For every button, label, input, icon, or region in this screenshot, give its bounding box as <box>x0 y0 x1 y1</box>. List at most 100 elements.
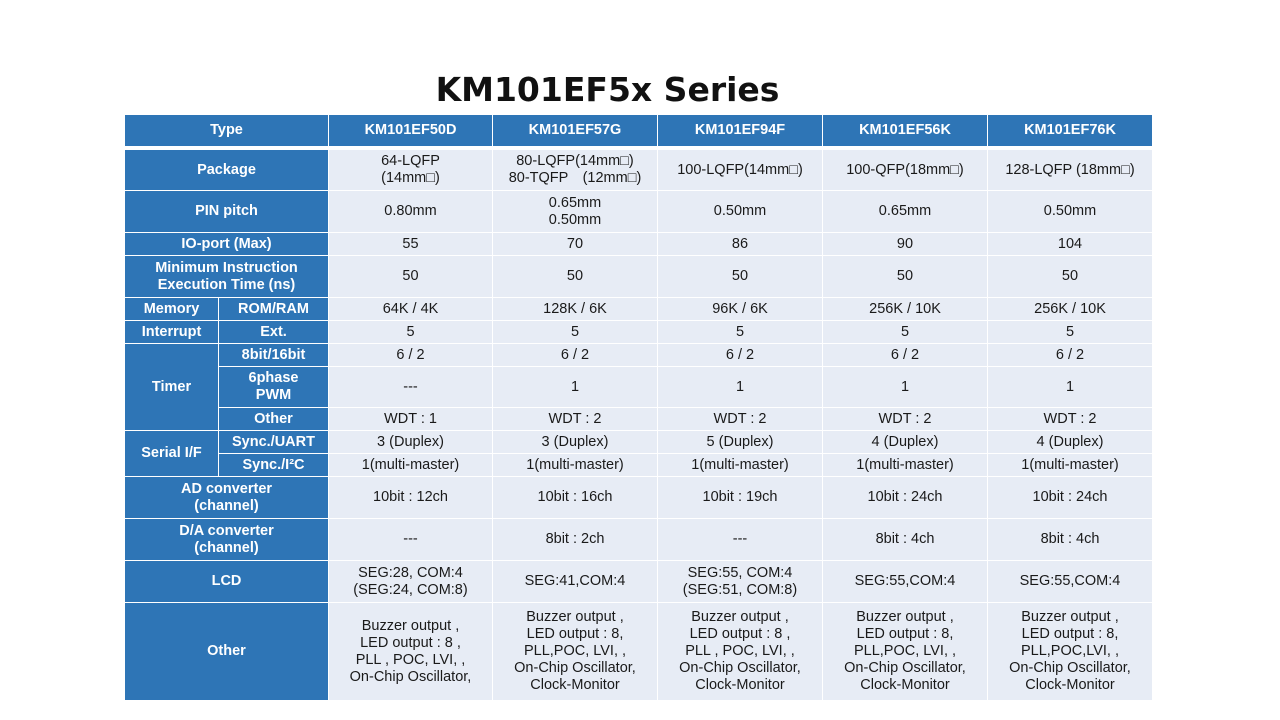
row-memory: Memory ROM/RAM 64K / 4K 128K / 6K 96K / … <box>124 297 1153 321</box>
cell: 50 <box>328 255 493 298</box>
row-label: LCD <box>124 560 329 603</box>
row-ad-converter: AD converter (channel) 10bit : 12ch 10bit… <box>124 476 1153 519</box>
cell: 50 <box>822 255 988 298</box>
cell: 104 <box>987 232 1153 256</box>
cell: 50 <box>492 255 658 298</box>
cell: 3 (Duplex) <box>492 430 658 454</box>
cell: 8bit : 2ch <box>492 518 658 561</box>
cell: Buzzer output , LED output : 8 , PLL , POC… <box>328 602 493 701</box>
cell: 6 / 2 <box>328 343 493 367</box>
cell: 1(multi-master) <box>987 453 1153 477</box>
cell: 0.65mm 0.50mm <box>492 190 658 233</box>
cell: WDT : 2 <box>822 407 988 431</box>
row-label: 6phase PWM <box>218 366 329 408</box>
cell: WDT : 2 <box>657 407 823 431</box>
cell: 90 <box>822 232 988 256</box>
cell: 100-LQFP(14mm□) <box>657 149 823 191</box>
cell: 1(multi-master) <box>492 453 658 477</box>
row-da-converter: D/A converter (channel) --- 8bit : 2ch --… <box>124 518 1153 561</box>
cell: 70 <box>492 232 658 256</box>
row-label: Sync./I²C <box>218 453 329 477</box>
cell: 6 / 2 <box>492 343 658 367</box>
cell: 128-LQFP (18mm□) <box>987 149 1153 191</box>
cell: 50 <box>657 255 823 298</box>
header-model: KM101EF94F <box>657 114 823 147</box>
row-timer-6phase: 6phase PWM --- 1 1 1 1 <box>125 366 1153 408</box>
row-other: Other Buzzer output , LED output : 8 , PLL… <box>124 602 1153 701</box>
cell: 1(multi-master) <box>822 453 988 477</box>
row-io-port: IO-port (Max) 55 70 86 90 104 <box>124 232 1153 256</box>
cell: 0.50mm <box>657 190 823 233</box>
row-label: AD converter (channel) <box>124 476 329 519</box>
cell: WDT : 1 <box>328 407 493 431</box>
cell: 86 <box>657 232 823 256</box>
cell: 1 <box>657 366 823 408</box>
row-label: Other <box>218 407 329 431</box>
cell: 10bit : 19ch <box>657 476 823 519</box>
cell: --- <box>328 366 493 408</box>
cell: 64K / 4K <box>328 297 493 321</box>
cell: 5 (Duplex) <box>657 430 823 454</box>
cell: 1 <box>987 366 1153 408</box>
row-label: PIN pitch <box>124 190 329 233</box>
header-model: KM101EF57G <box>492 114 658 147</box>
row-serial-uart: Serial I/F Sync./UART 3 (Duplex) 3 (Dupl… <box>124 430 1153 477</box>
cell: 80-LQFP(14mm□) 80-TQFP (12mm□) <box>492 149 658 191</box>
cell: 0.65mm <box>822 190 988 233</box>
row-serial-i2c: Sync./I²C 1(multi-master) 1(multi-master… <box>125 453 1153 477</box>
cell: 1 <box>822 366 988 408</box>
cell: 6 / 2 <box>657 343 823 367</box>
row-label: Ext. <box>218 320 329 344</box>
cell: 10bit : 12ch <box>328 476 493 519</box>
cell: 128K / 6K <box>492 297 658 321</box>
cell: 5 <box>328 320 493 344</box>
cell: 5 <box>987 320 1153 344</box>
group-label: Memory <box>124 297 219 321</box>
cell: 256K / 10K <box>822 297 988 321</box>
row-interrupt: Interrupt Ext. 5 5 5 5 5 <box>124 320 1153 344</box>
cell: 8bit : 4ch <box>822 518 988 561</box>
cell: 0.80mm <box>328 190 493 233</box>
header-row: Type KM101EF50D KM101EF57G KM101EF94F KM… <box>124 114 1153 147</box>
cell: SEG:55,COM:4 <box>822 560 988 603</box>
spec-table: Type KM101EF50D KM101EF57G KM101EF94F KM… <box>124 114 1153 701</box>
row-label: Other <box>124 602 329 701</box>
row-label: Minimum Instruction Execution Time (ns) <box>124 255 329 298</box>
row-timer-other: Other WDT : 1 WDT : 2 WDT : 2 WDT : 2 WD… <box>125 407 1153 431</box>
group-label: Interrupt <box>124 320 219 344</box>
cell: WDT : 2 <box>987 407 1153 431</box>
cell: 64-LQFP (14mm□) <box>328 149 493 191</box>
row-label: Package <box>124 149 329 191</box>
row-package: Package 64-LQFP (14mm□) 80-LQFP(14mm□) 80-… <box>124 149 1153 191</box>
header-type: Type <box>124 114 329 147</box>
cell: 3 (Duplex) <box>328 430 493 454</box>
cell: SEG:41,COM:4 <box>492 560 658 603</box>
cell: 0.50mm <box>987 190 1153 233</box>
cell: 96K / 6K <box>657 297 823 321</box>
row-label: Sync./UART <box>218 430 329 454</box>
cell: --- <box>657 518 823 561</box>
cell: Buzzer output , LED output : 8 , PLL , POC… <box>657 602 823 701</box>
cell: 10bit : 24ch <box>822 476 988 519</box>
header-model: KM101EF56K <box>822 114 988 147</box>
row-timer-8-16: Timer 8bit/16bit 6 / 2 6 / 2 6 / 2 6 / 2… <box>124 343 1153 431</box>
row-min-instruction: Minimum Instruction Execution Time (ns) 5… <box>124 255 1153 298</box>
cell: Buzzer output , LED output : 8, PLL,POC, L… <box>822 602 988 701</box>
cell: Buzzer output , LED output : 8, PLL,POC, L… <box>492 602 658 701</box>
row-label: D/A converter (channel) <box>124 518 329 561</box>
cell: 100-QFP(18mm□) <box>822 149 988 191</box>
cell: WDT : 2 <box>492 407 658 431</box>
cell: 6 / 2 <box>822 343 988 367</box>
cell: SEG:55, COM:4 (SEG:51, COM:8) <box>657 560 823 603</box>
cell: 5 <box>822 320 988 344</box>
header-model: KM101EF50D <box>328 114 493 147</box>
cell: 55 <box>328 232 493 256</box>
cell: 50 <box>987 255 1153 298</box>
cell: 256K / 10K <box>987 297 1153 321</box>
cell: SEG:55,COM:4 <box>987 560 1153 603</box>
row-label: 8bit/16bit <box>218 343 329 367</box>
cell: 8bit : 4ch <box>987 518 1153 561</box>
cell: 10bit : 16ch <box>492 476 658 519</box>
cell: 4 (Duplex) <box>987 430 1153 454</box>
row-lcd: LCD SEG:28, COM:4 (SEG:24, COM:8) SEG:41,… <box>124 560 1153 603</box>
